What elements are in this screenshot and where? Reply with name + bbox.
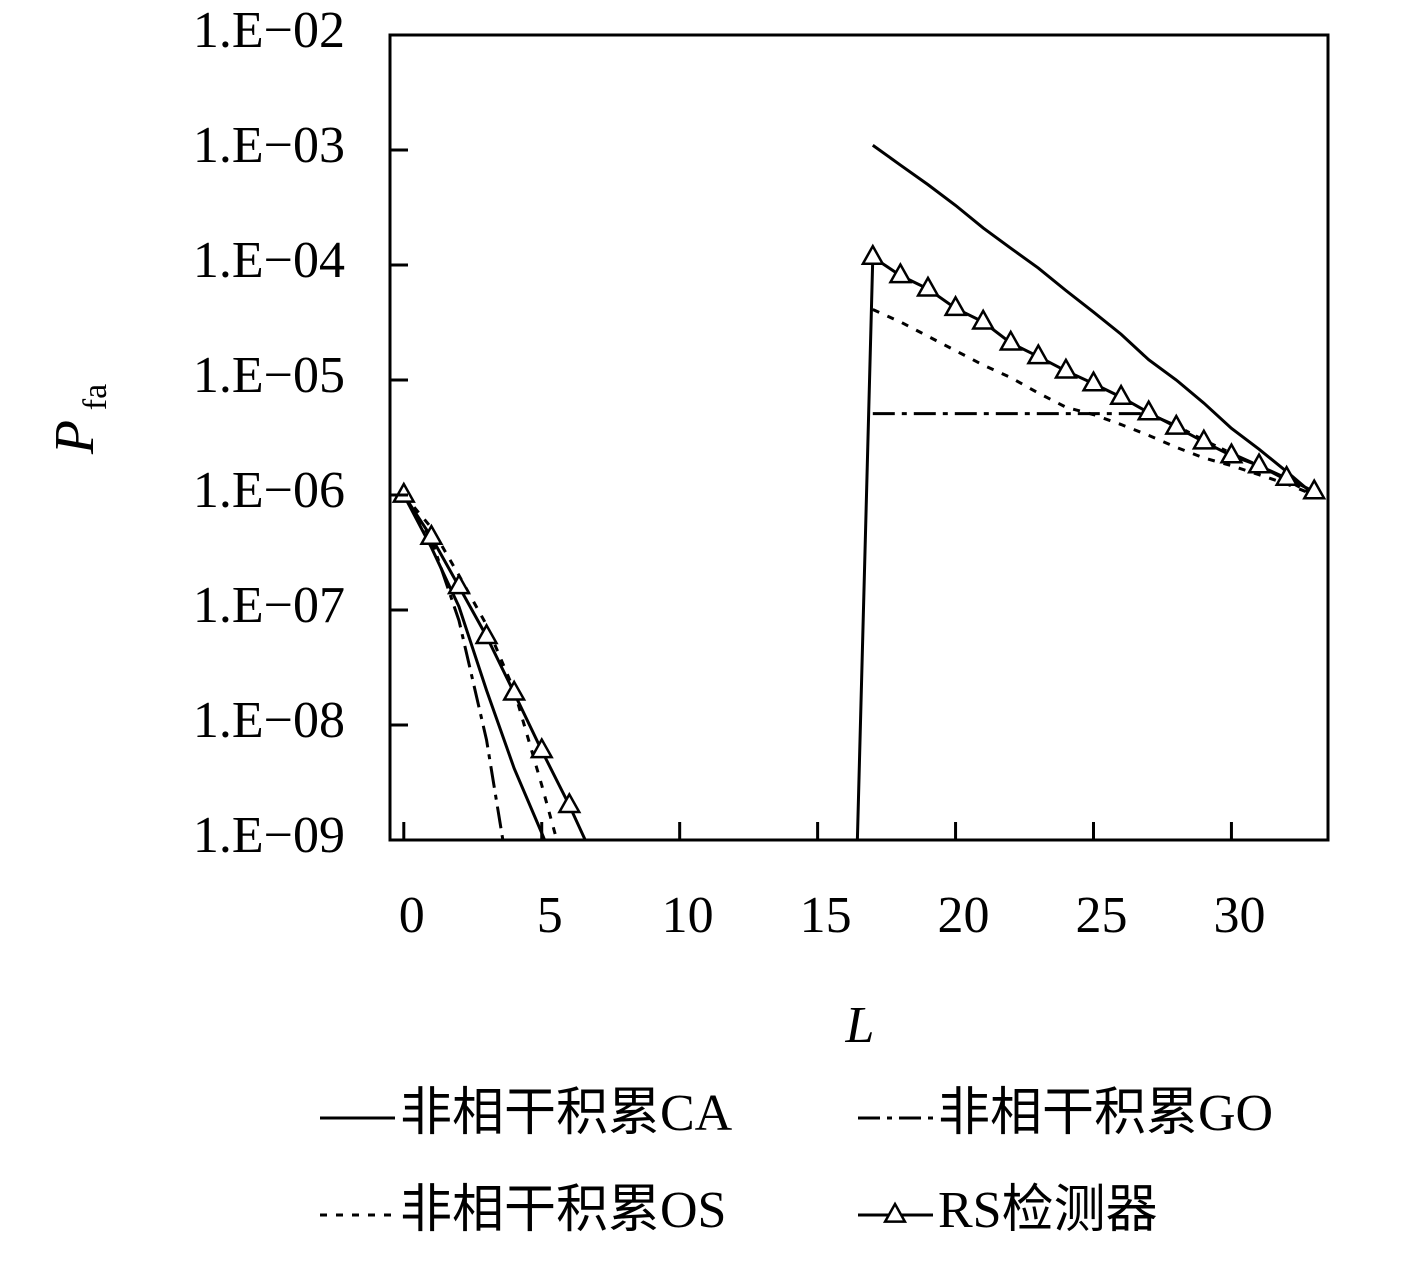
legend-marker <box>882 1201 908 1223</box>
series-marker <box>474 622 499 645</box>
series-marker <box>1164 413 1189 435</box>
series-marker <box>943 294 968 317</box>
legend-label: RS检测器 <box>938 1182 1158 1239</box>
series-marker <box>1081 370 1106 392</box>
series-marker <box>998 329 1023 351</box>
x-tick-label: 15 <box>800 887 852 944</box>
y-axis-label: P <box>44 420 106 455</box>
y-tick-label: 1.E−04 <box>193 232 345 289</box>
series-marker <box>446 572 472 595</box>
x-tick-label: 30 <box>1213 887 1265 944</box>
series-marker <box>587 855 607 873</box>
series-marker <box>1109 383 1134 405</box>
series-marker <box>419 523 444 546</box>
series-marker <box>1053 357 1078 379</box>
series-marker <box>502 679 527 701</box>
series-marker <box>1219 442 1244 464</box>
y-tick-label: 1.E−02 <box>193 2 345 59</box>
series-marker <box>860 243 885 266</box>
x-tick-label: 25 <box>1076 887 1128 944</box>
x-axis-label: L <box>845 997 875 1054</box>
y-tick-label: 1.E−08 <box>193 692 345 749</box>
series-marker <box>529 736 554 759</box>
plot-frame <box>388 33 1330 842</box>
series-marker <box>391 481 416 503</box>
y-axis-label-sub: fa <box>77 384 114 410</box>
y-tick-label: 1.E−09 <box>193 807 345 864</box>
y-tick-label: 1.E−05 <box>193 347 345 404</box>
y-tick-label: 1.E−07 <box>193 577 345 634</box>
series-line <box>402 308 1315 840</box>
y-axis-label-group: P fa <box>44 384 114 455</box>
x-tick-label: 0 <box>399 887 425 944</box>
series-marker <box>1136 399 1161 421</box>
series-marker <box>888 261 913 284</box>
legend-label: 非相干积累OS <box>400 1182 726 1239</box>
x-tick-label: 10 <box>662 887 714 944</box>
legend-label: 非相干积累CA <box>400 1085 733 1142</box>
y-tick-label: 1.E−06 <box>193 462 345 519</box>
series-marker <box>971 308 996 330</box>
series-marker <box>1026 342 1051 365</box>
series-marker <box>1191 428 1216 450</box>
y-tick-label: 1.E−03 <box>193 117 345 174</box>
x-tick-label: 20 <box>938 887 990 944</box>
series-marker <box>1274 464 1299 487</box>
x-tick-label: 5 <box>537 887 563 944</box>
plot-area <box>391 144 1327 873</box>
series-marker <box>915 275 941 297</box>
legend-label: 非相干积累GO <box>938 1085 1273 1142</box>
series-marker <box>1302 478 1327 500</box>
series-marker <box>1246 452 1272 474</box>
series-marker <box>557 791 582 814</box>
